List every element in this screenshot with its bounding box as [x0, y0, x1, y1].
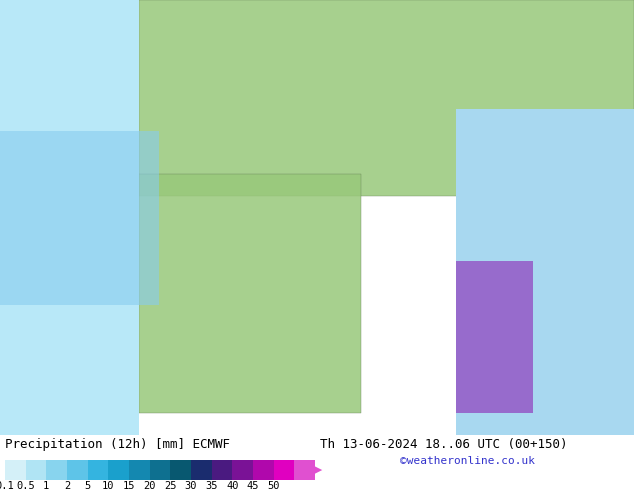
- Bar: [5, 460, 25, 480]
- Bar: [274, 460, 294, 480]
- Text: 1: 1: [43, 481, 49, 490]
- Text: 50: 50: [268, 481, 280, 490]
- Bar: [108, 460, 129, 480]
- Bar: [294, 460, 315, 480]
- Text: 25: 25: [164, 481, 177, 490]
- Bar: [232, 460, 253, 480]
- Bar: [150, 460, 171, 480]
- Text: 35: 35: [205, 481, 218, 490]
- Text: 10: 10: [102, 481, 115, 490]
- Bar: [25, 460, 46, 480]
- Text: ©weatheronline.co.uk: ©weatheronline.co.uk: [400, 456, 535, 466]
- Text: 2: 2: [64, 481, 70, 490]
- Bar: [46, 460, 67, 480]
- Bar: [456, 109, 634, 435]
- Bar: [212, 460, 232, 480]
- FancyBboxPatch shape: [139, 174, 361, 414]
- Text: 15: 15: [123, 481, 135, 490]
- Text: 30: 30: [184, 481, 197, 490]
- Bar: [129, 460, 150, 480]
- Text: 20: 20: [143, 481, 156, 490]
- Text: Precipitation (12h) [mm] ECMWF: Precipitation (12h) [mm] ECMWF: [5, 438, 230, 451]
- FancyBboxPatch shape: [0, 130, 158, 305]
- Bar: [253, 460, 274, 480]
- Text: 45: 45: [247, 481, 259, 490]
- Text: 0.1: 0.1: [0, 481, 15, 490]
- Bar: [87, 460, 108, 480]
- Bar: [67, 460, 87, 480]
- FancyBboxPatch shape: [456, 261, 533, 414]
- Text: Th 13-06-2024 18..06 UTC (00+150): Th 13-06-2024 18..06 UTC (00+150): [320, 438, 567, 451]
- FancyBboxPatch shape: [139, 0, 634, 196]
- Text: 0.5: 0.5: [16, 481, 35, 490]
- Text: 5: 5: [84, 481, 91, 490]
- Bar: [171, 460, 191, 480]
- Bar: [0, 0, 139, 435]
- Text: 40: 40: [226, 481, 238, 490]
- Bar: [191, 460, 212, 480]
